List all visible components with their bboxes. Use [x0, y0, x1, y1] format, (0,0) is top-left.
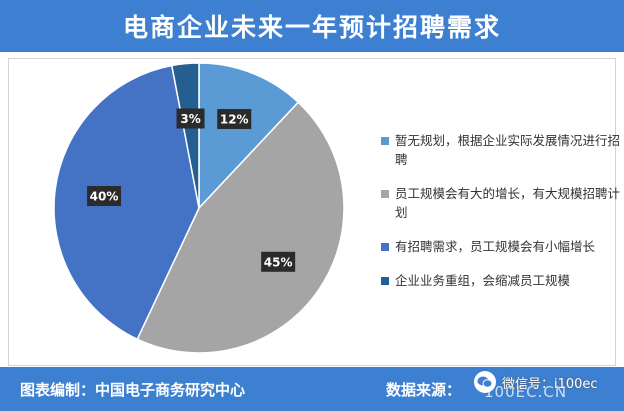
legend-swatch-1	[381, 137, 389, 145]
footer-source-label: 数据来源：	[386, 381, 462, 399]
data-label-4: 3%	[176, 108, 205, 129]
legend-swatch-2	[381, 190, 389, 198]
pie-slice-2	[136, 101, 345, 354]
legend-label-2: 员工规模会有大的增长，有大规模招聘计划	[395, 186, 621, 220]
data-label-3: 40%	[87, 186, 122, 207]
data-label-text-4: 3%	[180, 112, 200, 126]
legend-swatch-4	[381, 277, 389, 285]
legend-label-1: 暂无规划，根据企业实际发展情况进行招聘	[395, 133, 621, 167]
watermark-site: 100EC.CN	[484, 383, 568, 401]
legend-item-2: 员工规模会有大的增长，有大规模招聘计划	[381, 184, 624, 222]
legend-label-3: 有招聘需求，员工规模会有小幅增长	[395, 239, 596, 254]
legend: 暂无规划，根据企业实际发展情况进行招聘 员工规模会有大的增长，有大规模招聘计划有招…	[381, 131, 624, 305]
watermark-wechat-text: 微信号：i100ec	[502, 376, 598, 392]
header-bar: 电商企业未来一年预计招聘需求	[0, 0, 624, 52]
pie-slice-3	[53, 64, 200, 341]
data-label-2: 45%	[261, 251, 296, 272]
footer-bar: 图表编制：中国电子商务研究中心 数据来源： 100EC.CN 微信号：i100e…	[0, 367, 624, 411]
data-label-text-2: 45%	[264, 255, 293, 269]
data-label-1: 12%	[217, 109, 252, 130]
chart-card: 12% 45% 40% 3% 暂无规划，根据企业实际发展情况进行招聘 员工规模会有大的增…	[8, 58, 620, 366]
pie-slice-1	[198, 62, 300, 210]
pie-chart: 12% 45% 40% 3%	[53, 62, 345, 354]
data-label-text-3: 40%	[90, 190, 119, 204]
legend-item-4: 企业业务重组，会缩减员工规模	[381, 271, 624, 290]
legend-item-1: 暂无规划，根据企业实际发展情况进行招聘	[381, 131, 624, 169]
pie-slice-4	[170, 62, 200, 209]
legend-label-4: 企业业务重组，会缩减员工规模	[395, 273, 571, 288]
footer-credit: 图表编制：中国电子商务研究中心	[20, 381, 246, 399]
legend-item-3: 有招聘需求，员工规模会有小幅增长	[381, 237, 624, 256]
watermark-wechat: 微信号：i100ec	[474, 371, 598, 393]
data-label-text-1: 12%	[220, 113, 249, 127]
wechat-icon	[474, 371, 496, 393]
legend-swatch-3	[381, 243, 389, 251]
page-title: 电商企业未来一年预计招聘需求	[122, 13, 501, 42]
